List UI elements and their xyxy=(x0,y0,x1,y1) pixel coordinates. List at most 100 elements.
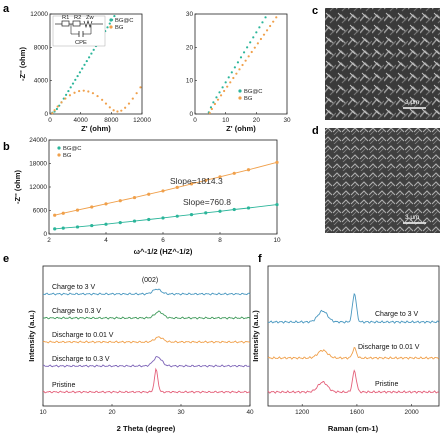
point-bgc xyxy=(62,97,65,100)
xrd-pattern-line xyxy=(42,288,251,296)
panel-label-a: a xyxy=(3,3,10,15)
point-bgc xyxy=(189,213,194,217)
legend-label-bgc-b: BG@C xyxy=(63,146,81,152)
point-bg xyxy=(68,94,72,97)
point-bgc xyxy=(230,71,233,74)
x-tick-label: 1600 xyxy=(350,409,365,416)
point-bgc xyxy=(209,106,213,109)
legend-b: BG@C BG xyxy=(57,146,81,159)
point-bg xyxy=(226,85,229,88)
resistor-r2 xyxy=(72,20,81,27)
point-bgc xyxy=(252,36,255,39)
point-bgc xyxy=(75,225,80,229)
point-bg xyxy=(104,202,108,206)
point-bg xyxy=(60,101,63,104)
point-bg xyxy=(246,168,251,172)
equivalent-circuit-inset: R1 R2 Zw CPE xyxy=(52,15,106,47)
point-bg xyxy=(104,102,108,105)
point-bg xyxy=(82,89,85,92)
point-bgc xyxy=(74,78,77,81)
point-bgc xyxy=(88,56,91,59)
point-bgc xyxy=(218,209,222,213)
x-tick-label: 40 xyxy=(246,409,254,416)
point-bg xyxy=(204,178,208,182)
point-bg xyxy=(189,182,194,186)
point-bgc xyxy=(255,31,258,34)
point-bg xyxy=(51,112,54,115)
sem-micrograph-c xyxy=(325,8,440,120)
point-bg xyxy=(56,105,59,108)
point-bg xyxy=(53,213,57,217)
point-bgc xyxy=(106,26,109,29)
x-tick-label: 2000 xyxy=(405,409,420,416)
plot-frame-b xyxy=(48,139,278,235)
legend-a-left: BG@C BG xyxy=(109,18,133,31)
point-bgc xyxy=(113,14,116,18)
legend-label-bg-right: BG xyxy=(244,96,253,102)
ticks-a-left: 0 4000 8000 12000 0 4000 8000 12000 xyxy=(30,11,151,124)
marks-e: Charge to 3 V Charge to 0.3 V Discharge to… xyxy=(42,284,251,394)
chart-a-right: 0 10 20 30 0 10 20 30 Z' (ohm) BG@C BG xyxy=(186,11,291,133)
point-bgc xyxy=(242,51,246,54)
point-bg xyxy=(124,106,127,109)
point-bg xyxy=(61,211,65,215)
x-tick-label: 10 xyxy=(273,237,281,244)
point-bg xyxy=(229,81,232,84)
x-tick-label: 0 xyxy=(193,117,197,124)
point-bg xyxy=(73,91,76,94)
plot-frame-a-right xyxy=(194,13,288,115)
xlabel-e: 2 Theta (degree) xyxy=(117,424,176,433)
point-bg xyxy=(265,29,269,32)
point-bg xyxy=(262,33,266,36)
point-bg xyxy=(272,20,275,23)
point-bgc xyxy=(218,91,221,94)
point-bg xyxy=(275,160,279,164)
panel-label-f: f xyxy=(258,253,262,265)
xrd-series-label: Charge to 3 V xyxy=(52,284,96,291)
point-bg xyxy=(210,107,213,111)
legend-label-bgc: BG@C xyxy=(115,18,133,24)
point-bg xyxy=(112,109,115,112)
annotation-slope-bgc: Slope=760.8 xyxy=(183,197,231,207)
x-tick-label: 8000 xyxy=(104,117,119,124)
x-tick-label: 30 xyxy=(177,409,185,416)
marks-a-right xyxy=(207,16,278,115)
point-bg xyxy=(101,98,104,101)
point-bg xyxy=(247,55,250,58)
legend-a-right: BG@C BG xyxy=(238,89,262,102)
ticks-b: 2 4 6 8 10 0 6000 12000 18000 24000 xyxy=(29,137,281,244)
circuit-label-r1: R1 xyxy=(62,15,69,21)
point-bg xyxy=(53,109,56,112)
point-bg xyxy=(232,76,235,80)
chart-f: 1200 1600 2000 Charge to 3 V Discharge to 0… xyxy=(251,265,440,433)
raman-spectrum-line xyxy=(268,292,440,324)
point-bgc xyxy=(236,61,240,64)
point-bgc xyxy=(275,203,279,207)
ticks-f: 1200 1600 2000 xyxy=(295,404,419,416)
point-bg xyxy=(118,199,122,203)
legend-marker-bg-b xyxy=(57,153,61,157)
point-bgc xyxy=(71,82,75,85)
legend-label-bg: BG xyxy=(115,25,124,31)
point-bg xyxy=(244,59,247,62)
point-bgc xyxy=(161,216,165,220)
y-tick-label: 10 xyxy=(186,78,194,85)
point-bg xyxy=(219,94,223,97)
point-bg xyxy=(238,68,241,71)
point-bg xyxy=(275,16,278,19)
legend-marker-bg xyxy=(109,25,113,29)
point-bg xyxy=(64,97,67,100)
point-bgc xyxy=(221,86,224,89)
point-bg xyxy=(91,92,95,95)
legend-marker-bgc xyxy=(109,18,113,22)
xrd-pattern-line xyxy=(42,367,251,394)
raman-series-label: Charge to 3 V xyxy=(375,311,419,318)
xrd-pattern-line xyxy=(42,336,251,344)
chart-e: 10 20 30 40 Charge to 3 V Charge to 0.3 V Dis… xyxy=(27,265,254,433)
legend-label-bg-b: BG xyxy=(63,153,72,159)
point-bgc xyxy=(224,81,227,84)
point-bgc xyxy=(261,21,264,24)
point-bg xyxy=(87,90,90,93)
scale-label-c: 3 μm xyxy=(405,99,419,106)
